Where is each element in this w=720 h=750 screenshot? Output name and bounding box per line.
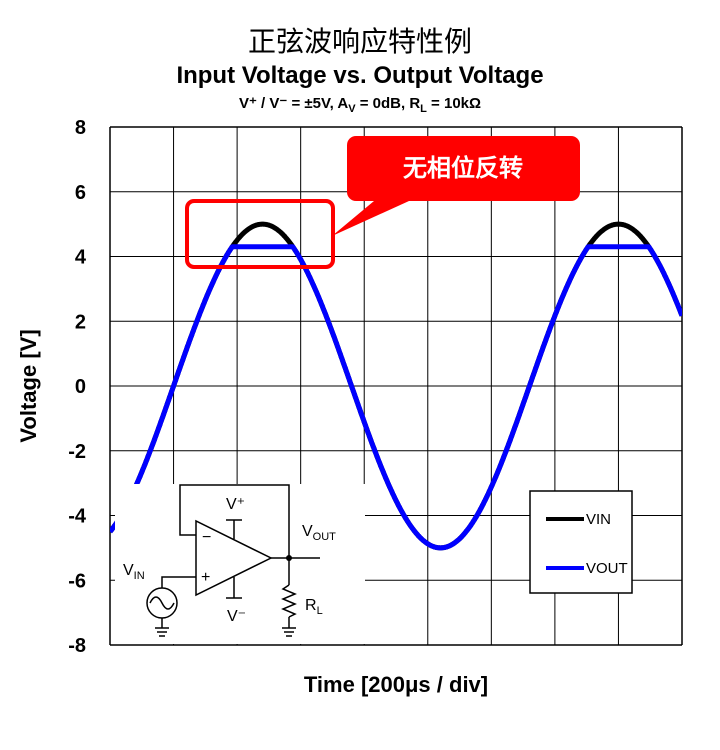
y-tick-label: -4 [68,506,87,528]
circuit-schematic: − + V⁺ V⁻ VIN VOUT RL [115,484,365,644]
callout: 无相位反转 [332,136,580,236]
x-axis-label: Time [200μs / div] [304,672,488,697]
callout-tail [332,196,420,236]
opamp-minus-sign: − [202,529,211,546]
output-node [286,555,292,561]
legend: VIN VOUT [529,490,633,594]
vplus-label: V⁺ [226,496,245,513]
vminus-label: V⁻ [227,608,246,625]
highlight-box [185,199,335,269]
legend-vout-label: VOUT [586,560,628,577]
legend-box [529,490,633,594]
y-tick-labels: 8 6 4 2 0 -2 -4 -6 -8 [68,117,87,657]
y-tick-label: -8 [68,635,86,657]
y-tick-label: -2 [68,441,86,463]
rl-label: RL [305,597,323,617]
y-tick-label: 8 [75,117,86,139]
chart-conditions: V⁺ / V⁻ = ±5V, AV = 0dB, RL = 10kΩ [238,95,482,115]
chart-title-cn: 正弦波响应特性例 [247,25,472,58]
vout-label: VOUT [302,523,336,543]
callout-text: 无相位反转 [403,154,523,182]
y-tick-label: -6 [68,570,86,592]
y-tick-label: 6 [75,182,86,204]
y-axis-label: Voltage [V] [16,329,41,442]
opamp-symbol [195,519,273,597]
y-tick-label: 4 [75,247,87,269]
series-vout-line [110,244,682,551]
y-tick-label: 2 [75,311,86,333]
chart-title: Input Voltage vs. Output Voltage [176,62,544,89]
vin-label: VIN [123,562,145,582]
callout-box [347,136,580,201]
opamp-plus-sign: + [201,569,210,586]
legend-vin-label: VIN [586,511,611,528]
y-tick-label: 0 [75,376,86,398]
